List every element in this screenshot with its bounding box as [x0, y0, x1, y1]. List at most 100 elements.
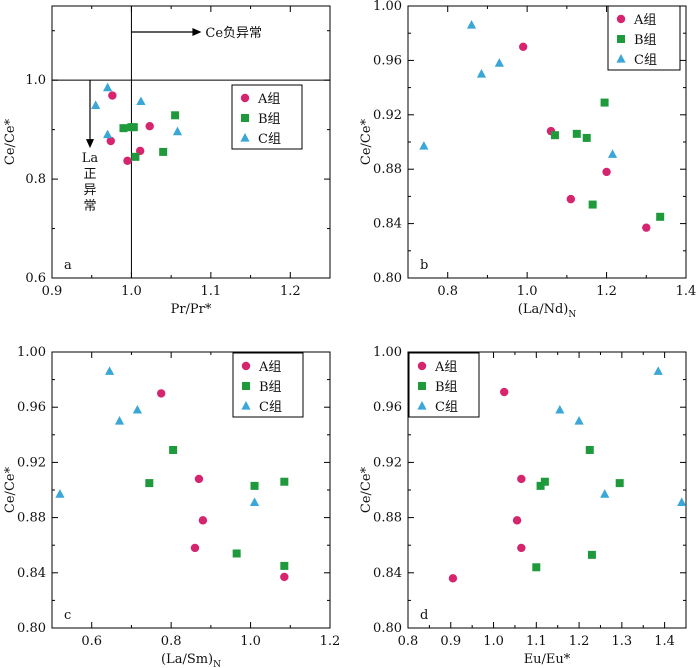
data-point	[600, 98, 609, 107]
x-tick-label: 1.2	[569, 634, 590, 649]
y-tick-label: 1.00	[17, 345, 46, 360]
data-point	[91, 100, 101, 110]
data-point	[55, 489, 65, 498]
y-axis-label: Ce/Ce*	[359, 118, 374, 165]
data-point	[131, 152, 140, 161]
y-tick-label: 0.92	[373, 455, 402, 470]
data-point	[103, 82, 113, 92]
y-axis-label: Ce/Ce*	[3, 466, 18, 513]
plot-frame	[51, 5, 331, 279]
legend: A组 B组 C组	[408, 352, 480, 418]
legend-marker	[240, 93, 250, 103]
data-point	[114, 416, 125, 425]
y-tick-label: 0.92	[373, 108, 402, 123]
y-tick-label: 0.88	[373, 511, 402, 526]
la-anomaly-arrowhead	[86, 139, 94, 149]
x-tick-label: 0.6	[81, 634, 102, 649]
x-axis-label-text: (La/Nd)	[518, 302, 569, 317]
ce-anomaly-label: Ce负异常	[205, 26, 262, 41]
legend-marker	[616, 54, 626, 63]
data-point	[250, 481, 259, 490]
y-tick-label: 0.80	[373, 621, 402, 636]
series-b	[145, 445, 289, 570]
data-point	[129, 123, 138, 132]
data-point	[588, 200, 597, 209]
legend-label: B组	[259, 380, 282, 395]
data-point	[656, 212, 665, 221]
la-anomaly-label: 常	[83, 199, 96, 214]
legend-marker	[240, 133, 250, 142]
legend-label: C组	[259, 400, 282, 415]
panel-label: a	[64, 258, 72, 273]
x-axis-label-text: Pr/Pr*	[171, 302, 212, 317]
data-point	[159, 147, 168, 156]
data-point	[500, 387, 509, 397]
x-tick-label: 0.8	[161, 634, 182, 649]
y-tick-label: 0.8	[25, 172, 46, 187]
data-point	[172, 126, 183, 136]
data-point	[574, 416, 584, 425]
panel-label: d	[420, 608, 428, 623]
x-tick-label: 1.0	[240, 634, 261, 649]
legend-marker	[417, 401, 427, 410]
legend-marker	[241, 401, 251, 410]
x-tick-label: 1.0	[517, 284, 538, 299]
data-point	[190, 543, 200, 553]
legend-marker	[417, 361, 427, 371]
x-axis-label-text: (La/Sm)	[161, 652, 213, 667]
series-a	[448, 387, 526, 583]
chart-panel-b: 0.8 1.0 1.2 1.4 0.80 0.84 0.88 0.92 0.96 1.00 (La/…	[359, 0, 696, 320]
x-tick-label: 1.0	[121, 284, 142, 299]
x-tick-label: 0.8	[437, 284, 458, 299]
chart-panel-a: 0.9 1.0 1.1 1.2 0.6 0.8 1.0 Pr/Pr* Ce/Ce* a Ce负异常 L…	[3, 5, 331, 317]
x-tick-label: 1.1	[526, 634, 547, 649]
series-a	[106, 91, 154, 165]
data-point	[540, 477, 549, 486]
data-point	[280, 477, 289, 486]
x-axis-label-subscript: N	[568, 310, 576, 320]
y-tick-label: 0.88	[373, 162, 402, 177]
series-c	[55, 366, 260, 507]
legend-label: C组	[258, 132, 281, 147]
data-point	[171, 111, 180, 120]
data-point	[532, 563, 541, 572]
legend-label: C组	[435, 400, 458, 415]
legend-label: B组	[634, 33, 657, 48]
legend-label: A组	[257, 92, 280, 107]
data-point	[108, 91, 117, 100]
data-point	[194, 474, 204, 484]
data-point	[607, 149, 618, 158]
data-point	[136, 96, 146, 106]
y-axis-label: Ce/Ce*	[3, 118, 18, 165]
legend-label: A组	[434, 360, 457, 375]
data-point	[615, 479, 624, 488]
series-b	[119, 111, 180, 161]
series-c	[555, 366, 687, 507]
data-point	[582, 133, 591, 142]
data-point	[512, 516, 522, 525]
series-b	[532, 445, 624, 572]
x-tick-label: 1.2	[596, 284, 617, 299]
y-tick-label: 0.6	[25, 271, 46, 286]
data-point	[249, 497, 260, 507]
x-axis-label-text: Eu/Eu*	[524, 652, 571, 667]
ce-anomaly-arrowhead	[192, 28, 202, 36]
panel-label: c	[64, 608, 71, 623]
legend-label: A组	[633, 13, 656, 28]
data-point	[555, 404, 565, 414]
chart-panel-c: 0.6 0.8 1.0 1.2 0.80 0.84 0.88 0.92 0.96 1.00 (La/…	[3, 345, 340, 668]
x-tick-label: 0.9	[440, 634, 461, 649]
panel-label: b	[420, 258, 428, 273]
data-point	[600, 489, 610, 498]
y-tick-label: 0.96	[17, 400, 46, 415]
x-axis-label: Pr/Pr*	[171, 302, 212, 317]
data-point	[106, 136, 115, 146]
data-point	[280, 561, 289, 570]
y-tick-label: 0.80	[17, 621, 46, 636]
legend-marker	[242, 382, 250, 390]
data-point	[653, 366, 663, 375]
y-tick-label: 0.84	[373, 566, 402, 581]
series-b	[550, 98, 665, 221]
legend-label: A组	[258, 360, 281, 375]
